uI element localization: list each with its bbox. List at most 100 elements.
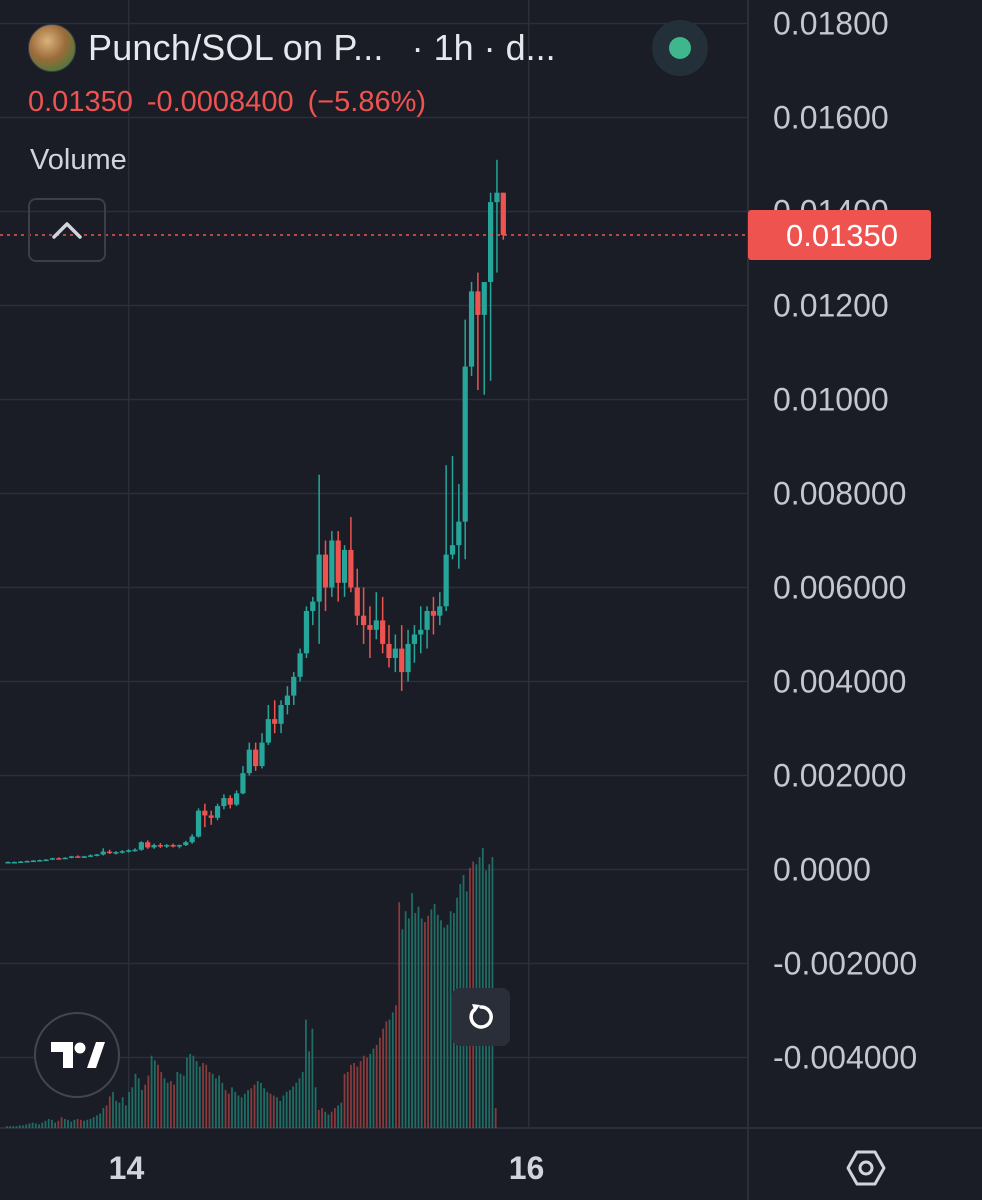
candle-body-35: [227, 798, 233, 805]
candle-body-30: [195, 810, 202, 837]
y-tick-label-4: 0.01000: [773, 382, 889, 418]
candle-19: [126, 849, 132, 853]
volume-bar-55: [182, 1075, 185, 1128]
volume-bar-109: [356, 1066, 359, 1128]
candle-47: [303, 606, 310, 658]
candle-4: [30, 860, 36, 863]
candle-60: [386, 625, 392, 668]
candle-body-59: [380, 620, 386, 644]
candle-20: [132, 848, 138, 852]
volume-bar-111: [362, 1055, 365, 1128]
volume-bar-138: [449, 911, 452, 1128]
candle-12: [81, 855, 87, 858]
y-tick-label-1: 0.01600: [773, 100, 889, 136]
settings-hexagon-icon: [846, 1150, 886, 1186]
candle-body-6: [43, 859, 49, 862]
volume-bar-82: [269, 1093, 272, 1128]
candle-58: [373, 592, 379, 640]
candle-body-74: [475, 291, 481, 315]
candle-body-24: [157, 845, 163, 847]
volume-bar-20: [70, 1121, 73, 1128]
candle-31: [202, 803, 208, 828]
candle-body-10: [68, 856, 75, 858]
volume-bar-24: [83, 1120, 85, 1128]
candle-body-53: [341, 549, 348, 583]
volume-indicator-label[interactable]: Volume: [30, 144, 127, 176]
candle-body-13: [87, 855, 94, 857]
volume-bar-134: [436, 914, 439, 1128]
candle-36: [234, 790, 240, 807]
volume-bar-101: [330, 1111, 333, 1128]
volume-bar-8: [31, 1122, 34, 1128]
y-tick-label-5: 0.008000: [773, 476, 906, 512]
candle-body-9: [62, 857, 68, 860]
candle-73: [468, 282, 475, 376]
volume-bar-104: [340, 1102, 343, 1128]
candle-64: [411, 625, 417, 663]
volume-bar-52: [173, 1084, 175, 1128]
volume-bar-7: [28, 1123, 31, 1128]
candle-body-29: [189, 836, 195, 843]
volume-bar-135: [440, 920, 442, 1128]
candle-body-8: [56, 858, 62, 860]
volume-bar-79: [260, 1082, 262, 1128]
candle-body-26: [170, 845, 176, 847]
volume-bar-3: [15, 1126, 18, 1128]
collapse-button[interactable]: [28, 198, 106, 262]
candle-72: [462, 319, 468, 560]
candle-61: [392, 634, 398, 673]
volume-bar-11: [41, 1122, 44, 1128]
candle-body-54: [348, 549, 354, 588]
candle-body-7: [49, 858, 56, 860]
volume-bar-64: [211, 1073, 214, 1128]
volume-bar-102: [334, 1108, 336, 1128]
volume-bar-31: [105, 1105, 108, 1128]
candle-66: [424, 606, 430, 649]
volume-bar-71: [234, 1091, 237, 1128]
symbol-title[interactable]: Punch/SOL on P...: [88, 27, 384, 68]
candle-1: [11, 861, 17, 864]
candle-65: [418, 606, 424, 654]
volume-bar-131: [427, 915, 430, 1128]
timeframe-label[interactable]: · 1h · d...: [411, 27, 556, 68]
candle-8: [56, 857, 62, 860]
volume-bar-95: [311, 1028, 314, 1128]
volume-bar-41: [137, 1078, 140, 1128]
volume-bar-84: [276, 1097, 278, 1128]
candle-body-25: [164, 845, 170, 847]
volume-bar-152: [494, 1108, 497, 1128]
settings-button[interactable]: [846, 1148, 886, 1188]
volume-bar-10: [38, 1124, 40, 1128]
candle-55: [354, 568, 360, 626]
tradingview-logo-icon[interactable]: [34, 1012, 120, 1098]
volume-bar-123: [401, 929, 404, 1128]
volume-bar-17: [60, 1117, 63, 1128]
candle-body-23: [151, 845, 157, 848]
candle-28: [183, 840, 189, 846]
volume-bar-25: [86, 1119, 89, 1128]
candle-body-77: [494, 192, 500, 203]
volume-bar-19: [67, 1119, 69, 1128]
volume-bar-26: [89, 1118, 92, 1128]
candle-body-4: [30, 860, 36, 863]
candle-body-61: [392, 648, 398, 658]
candle-67: [430, 596, 437, 635]
chart-header: Punch/SOL on P... · 1h · d...: [28, 24, 556, 72]
status-indicator[interactable]: [652, 20, 708, 76]
candle-54: [348, 517, 354, 593]
candle-body-15: [100, 851, 106, 855]
candle-body-34: [221, 798, 227, 807]
candle-body-69: [443, 554, 449, 607]
candle-69: [443, 465, 449, 611]
volume-bar-103: [337, 1105, 339, 1128]
volume-bar-136: [443, 927, 446, 1128]
candle-42: [272, 700, 278, 734]
candle-51: [329, 531, 335, 597]
candle-53: [341, 545, 348, 597]
volume-bar-117: [382, 1028, 385, 1128]
volume-bar-33: [112, 1091, 114, 1128]
candle-40: [259, 733, 265, 769]
candle-body-55: [354, 587, 360, 616]
reset-chart-button[interactable]: [452, 988, 510, 1046]
